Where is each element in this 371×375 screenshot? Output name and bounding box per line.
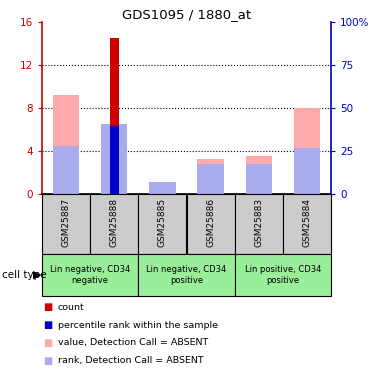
Bar xyxy=(235,254,331,296)
Bar xyxy=(283,194,331,254)
Bar xyxy=(294,148,320,194)
Bar xyxy=(110,126,119,194)
Text: Lin positive, CD34
positive: Lin positive, CD34 positive xyxy=(244,265,321,285)
Bar xyxy=(235,194,283,254)
Text: percentile rank within the sample: percentile rank within the sample xyxy=(58,321,217,330)
Text: ■: ■ xyxy=(43,338,52,348)
Bar xyxy=(197,164,224,194)
Bar xyxy=(149,182,175,194)
Title: GDS1095 / 1880_at: GDS1095 / 1880_at xyxy=(122,8,251,21)
Text: count: count xyxy=(58,303,84,312)
Bar xyxy=(149,185,175,194)
Bar xyxy=(90,194,138,254)
Bar xyxy=(101,124,128,194)
Text: GSM25884: GSM25884 xyxy=(302,198,311,247)
Text: cell type: cell type xyxy=(2,270,46,280)
Text: Lin negative, CD34
negative: Lin negative, CD34 negative xyxy=(50,265,130,285)
Text: ▶: ▶ xyxy=(33,270,41,280)
Bar xyxy=(110,38,119,194)
Text: GSM25885: GSM25885 xyxy=(158,198,167,248)
Text: GSM25883: GSM25883 xyxy=(254,198,263,248)
Bar xyxy=(294,108,320,194)
Bar xyxy=(42,194,90,254)
Bar xyxy=(101,140,128,194)
Text: Lin negative, CD34
positive: Lin negative, CD34 positive xyxy=(147,265,227,285)
Text: ■: ■ xyxy=(43,356,52,366)
Bar xyxy=(138,254,235,296)
Bar xyxy=(246,164,272,194)
Bar xyxy=(187,194,235,254)
Bar xyxy=(246,156,272,194)
Bar xyxy=(53,95,79,194)
Text: rank, Detection Call = ABSENT: rank, Detection Call = ABSENT xyxy=(58,357,203,366)
Bar xyxy=(197,159,224,194)
Text: value, Detection Call = ABSENT: value, Detection Call = ABSENT xyxy=(58,339,208,348)
Bar xyxy=(53,146,79,194)
Bar xyxy=(138,194,187,254)
Text: GSM25887: GSM25887 xyxy=(62,198,70,248)
Text: GSM25888: GSM25888 xyxy=(110,198,119,248)
Text: ■: ■ xyxy=(43,320,52,330)
Bar xyxy=(42,254,138,296)
Text: ■: ■ xyxy=(43,302,52,312)
Text: GSM25886: GSM25886 xyxy=(206,198,215,248)
